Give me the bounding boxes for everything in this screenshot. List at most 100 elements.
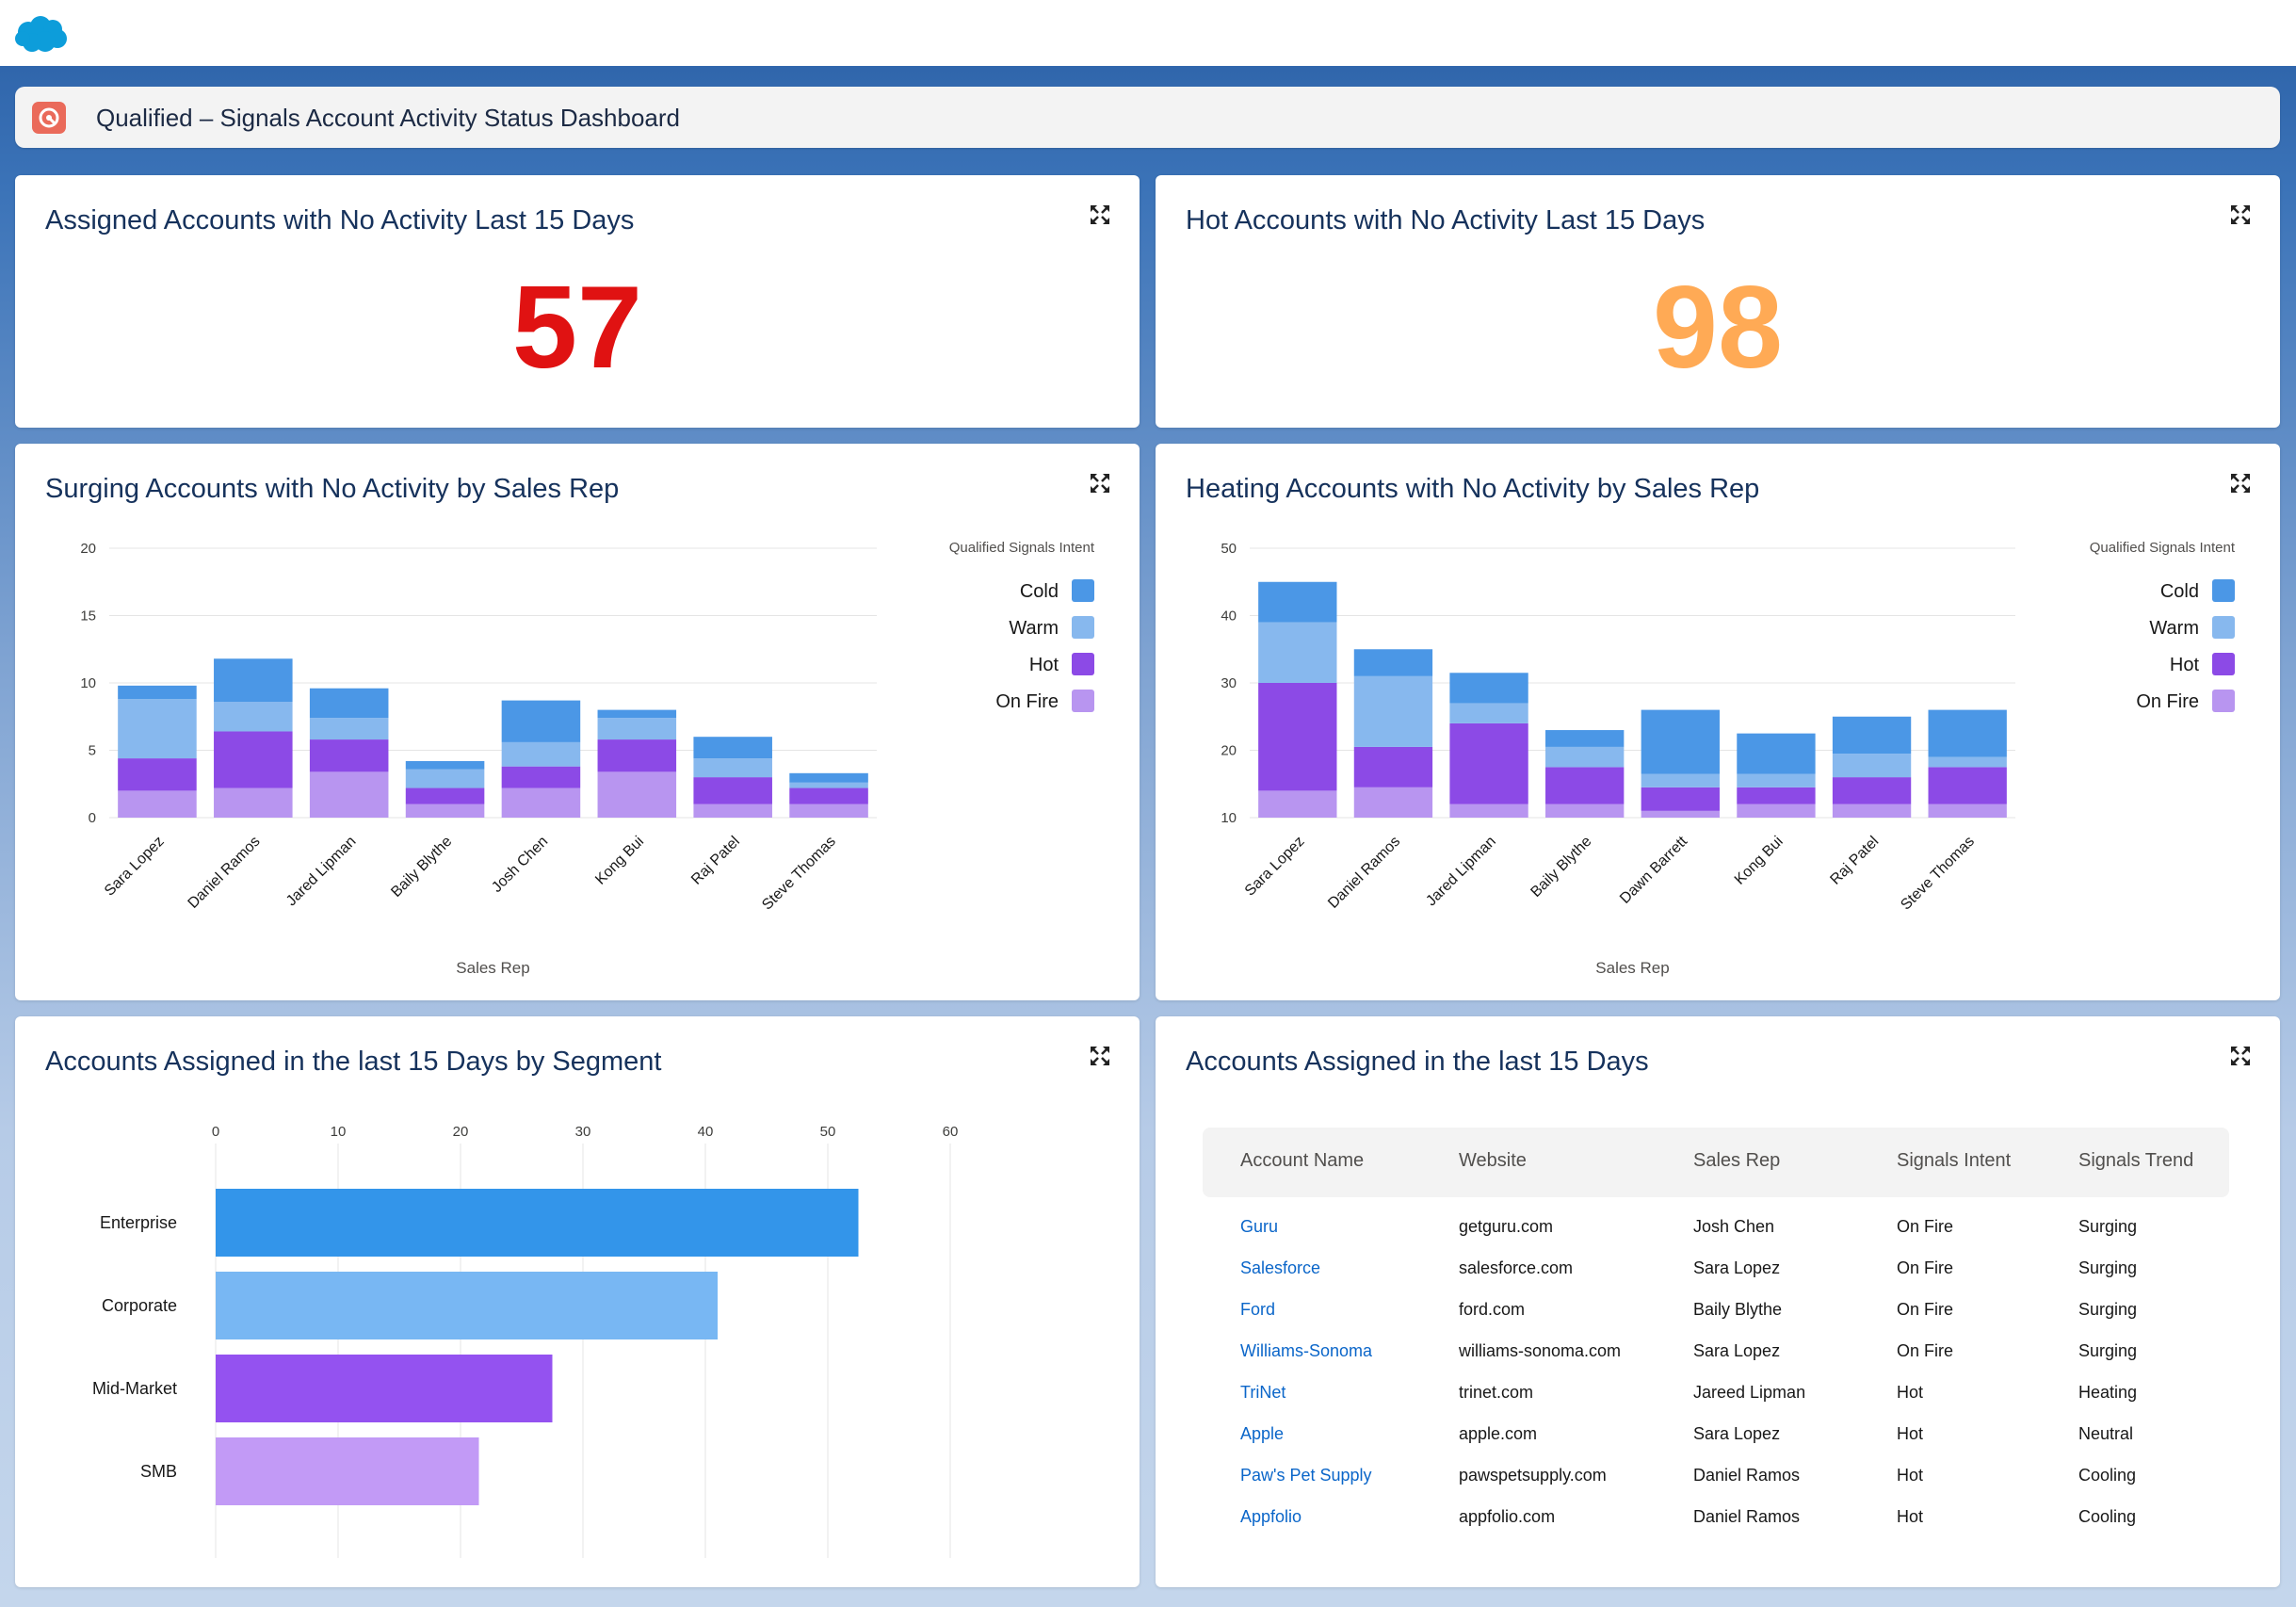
bar-segment-on-fire-sara-lopez[interactable] [118,790,197,818]
bar-segment-warm-daniel-ramos[interactable] [1353,675,1433,747]
legend-label-warm[interactable]: Warm [2149,618,2199,639]
bar-segment-cold-daniel-ramos[interactable] [1353,649,1433,676]
bar-corporate[interactable] [216,1272,718,1339]
legend-swatch-on-fire[interactable] [1072,690,1094,712]
bar-segment-warm-baily-blythe[interactable] [1545,746,1625,768]
legend-swatch-hot[interactable] [2212,653,2235,675]
bar-segment-cold-steve-thomas[interactable] [789,772,868,783]
bar-segment-warm-steve-thomas[interactable] [1928,756,2007,768]
bar-segment-hot-sara-lopez[interactable] [1258,683,1337,791]
bar-segment-on-fire-kong-bui[interactable] [1737,804,1816,818]
bar-enterprise[interactable] [216,1189,859,1257]
column-header-website[interactable]: Website [1459,1150,1527,1171]
bar-segment-hot-dawn-barrett[interactable] [1641,787,1720,811]
bar-segment-cold-baily-blythe[interactable] [405,760,485,770]
bar-segment-hot-daniel-ramos[interactable] [1353,746,1433,787]
bar-segment-on-fire-kong-bui[interactable] [597,771,677,818]
cell-account-name[interactable]: Paw's Pet Supply [1240,1466,1372,1485]
bar-segment-on-fire-daniel-ramos[interactable] [1353,787,1433,818]
bar-segment-hot-kong-bui[interactable] [597,739,677,772]
bar-segment-warm-raj-patel[interactable] [693,758,772,778]
legend-swatch-warm[interactable] [1072,616,1094,639]
legend-swatch-cold[interactable] [2212,579,2235,602]
bar-segment-warm-jared-lipman[interactable] [1449,703,1528,723]
legend-swatch-cold[interactable] [1072,579,1094,602]
bar-segment-warm-daniel-ramos[interactable] [214,702,293,732]
cell-account-name[interactable]: Appfolio [1240,1507,1302,1526]
bar-segment-on-fire-steve-thomas[interactable] [1928,804,2007,818]
legend-label-hot[interactable]: Hot [1029,655,1059,675]
expand-icon[interactable] [1089,203,1111,226]
bar-segment-hot-raj-patel[interactable] [1832,777,1912,804]
bar-segment-cold-kong-bui[interactable] [1737,733,1816,774]
expand-icon[interactable] [1089,1045,1111,1067]
bar-segment-hot-baily-blythe[interactable] [405,787,485,804]
bar-smb[interactable] [216,1437,479,1505]
bar-segment-hot-jared-lipman[interactable] [309,739,389,772]
column-header-account-name[interactable]: Account Name [1240,1150,1365,1171]
bar-segment-on-fire-raj-patel[interactable] [1832,804,1912,818]
cell-account-name[interactable]: Ford [1240,1300,1276,1319]
bar-segment-warm-sara-lopez[interactable] [1258,622,1337,683]
bar-segment-cold-daniel-ramos[interactable] [214,658,293,703]
bar-segment-on-fire-baily-blythe[interactable] [405,804,485,818]
bar-mid-market[interactable] [216,1355,553,1422]
column-header-signals-intent[interactable]: Signals Intent [1897,1150,2012,1171]
bar-segment-on-fire-daniel-ramos[interactable] [214,787,293,818]
bar-segment-cold-steve-thomas[interactable] [1928,709,2007,757]
bar-segment-cold-jared-lipman[interactable] [1449,673,1528,704]
legend-swatch-hot[interactable] [1072,653,1094,675]
legend-label-warm[interactable]: Warm [1009,618,1059,639]
bar-segment-hot-raj-patel[interactable] [693,777,772,804]
cell-account-name[interactable]: Salesforce [1240,1258,1321,1277]
bar-segment-cold-sara-lopez[interactable] [118,685,197,700]
expand-icon[interactable] [2229,1045,2252,1067]
bar-segment-warm-kong-bui[interactable] [597,718,677,740]
bar-segment-on-fire-jared-lipman[interactable] [1449,804,1528,818]
bar-segment-warm-dawn-barrett[interactable] [1641,773,1720,787]
cell-account-name[interactable]: Williams-Sonoma [1240,1341,1373,1360]
bar-segment-hot-steve-thomas[interactable] [1928,767,2007,804]
legend-label-hot[interactable]: Hot [2170,655,2200,675]
legend-label-cold[interactable]: Cold [1020,581,1059,602]
bar-segment-cold-raj-patel[interactable] [1832,716,1912,755]
bar-segment-hot-steve-thomas[interactable] [789,787,868,804]
bar-segment-warm-jared-lipman[interactable] [309,718,389,740]
cell-account-name[interactable]: Guru [1240,1217,1279,1236]
column-header-signals-trend[interactable]: Signals Trend [2078,1150,2194,1171]
bar-segment-cold-kong-bui[interactable] [597,709,677,719]
bar-segment-on-fire-jared-lipman[interactable] [309,771,389,818]
bar-segment-on-fire-sara-lopez[interactable] [1258,790,1337,818]
salesforce-cloud-logo[interactable] [13,15,70,55]
bar-segment-cold-josh-chen[interactable] [501,700,581,742]
bar-segment-warm-sara-lopez[interactable] [118,699,197,759]
bar-segment-warm-steve-thomas[interactable] [789,782,868,788]
bar-segment-cold-jared-lipman[interactable] [309,688,389,719]
bar-segment-cold-dawn-barrett[interactable] [1641,709,1720,774]
bar-segment-warm-kong-bui[interactable] [1737,773,1816,787]
bar-segment-on-fire-baily-blythe[interactable] [1545,804,1625,818]
bar-segment-on-fire-dawn-barrett[interactable] [1641,810,1720,818]
bar-segment-warm-baily-blythe[interactable] [405,769,485,788]
expand-icon[interactable] [2229,203,2252,226]
bar-segment-hot-sara-lopez[interactable] [118,758,197,791]
bar-segment-on-fire-steve-thomas[interactable] [789,804,868,818]
bar-segment-warm-raj-patel[interactable] [1832,754,1912,778]
legend-swatch-on-fire[interactable] [2212,690,2235,712]
expand-icon[interactable] [2229,472,2252,495]
bar-segment-on-fire-josh-chen[interactable] [501,787,581,818]
cell-account-name[interactable]: Apple [1240,1424,1285,1443]
bar-segment-hot-jared-lipman[interactable] [1449,722,1528,804]
bar-segment-cold-sara-lopez[interactable] [1258,581,1337,623]
bar-segment-warm-josh-chen[interactable] [501,741,581,767]
bar-segment-hot-baily-blythe[interactable] [1545,767,1625,804]
bar-segment-cold-baily-blythe[interactable] [1545,730,1625,747]
bar-segment-hot-daniel-ramos[interactable] [214,731,293,788]
bar-segment-on-fire-raj-patel[interactable] [693,804,772,818]
bar-segment-hot-josh-chen[interactable] [501,766,581,788]
legend-swatch-warm[interactable] [2212,616,2235,639]
column-header-sales-rep[interactable]: Sales Rep [1693,1150,1781,1171]
bar-segment-hot-kong-bui[interactable] [1737,787,1816,804]
cell-account-name[interactable]: TriNet [1240,1383,1286,1402]
legend-label-on-fire[interactable]: On Fire [2136,691,2199,712]
